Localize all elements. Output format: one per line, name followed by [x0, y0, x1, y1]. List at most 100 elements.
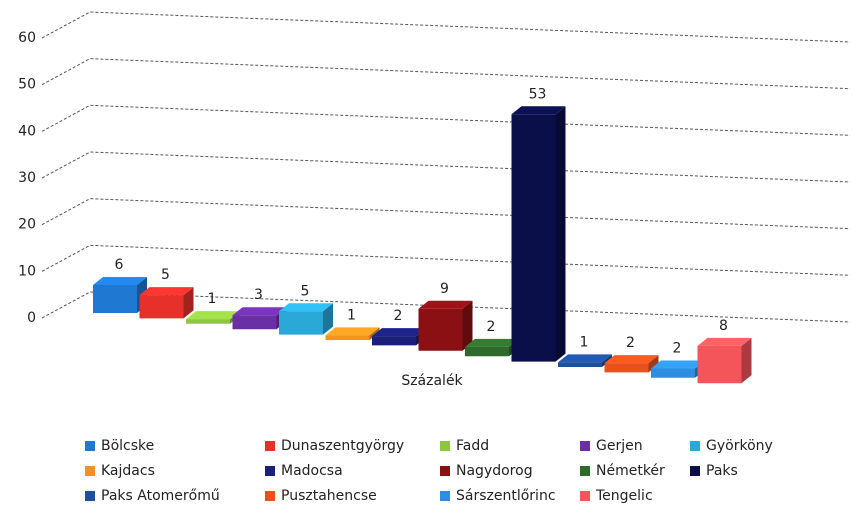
bar [697, 337, 752, 384]
legend-swatch [265, 466, 275, 476]
bar-face [418, 308, 463, 351]
legend-label: Bölcske [101, 438, 154, 454]
y-tick-label: 40 [18, 123, 36, 139]
data-label: 2 [626, 335, 635, 351]
bar-face [651, 368, 695, 378]
bar-face [648, 355, 659, 373]
legend-label: Németkér [596, 463, 665, 479]
bar [418, 300, 473, 351]
bar-face [465, 338, 519, 347]
x-tick-label: Százalék [401, 373, 463, 389]
legend-label: Paks Atomerőmű [101, 488, 220, 504]
grid-line [41, 104, 851, 136]
data-label: 1 [580, 334, 589, 350]
bar-face [232, 307, 287, 316]
legend-swatch [265, 441, 275, 451]
legend-swatch [440, 491, 450, 501]
legend-swatch [440, 441, 450, 451]
legend-swatch [85, 441, 95, 451]
bar [604, 355, 659, 373]
bar-face [93, 277, 147, 285]
bar-face [697, 337, 752, 346]
legend-swatch [580, 466, 590, 476]
legend-label: Tengelic [595, 488, 653, 504]
bar [465, 338, 519, 357]
bar [325, 327, 380, 340]
data-label: 1 [208, 291, 217, 307]
y-tick-label: 30 [18, 170, 36, 186]
grid-line [41, 291, 851, 323]
bar-face [139, 287, 194, 296]
grid-line [41, 11, 851, 43]
bar-face [372, 336, 416, 346]
y-tick-label: 0 [27, 310, 36, 326]
bar [511, 106, 566, 362]
data-label: 8 [719, 318, 728, 334]
data-label: 2 [394, 308, 403, 324]
grid-line [41, 151, 851, 183]
y-tick-label: 10 [18, 263, 36, 279]
y-tick-label: 60 [18, 30, 36, 46]
data-label: 3 [254, 287, 263, 303]
bar-face [604, 363, 649, 373]
legend-swatch [265, 491, 275, 501]
bar-face [418, 300, 473, 309]
bar [139, 287, 194, 319]
grid-line [41, 198, 851, 230]
bar-face [741, 337, 752, 384]
bar [558, 354, 612, 367]
legend-label: Paks [706, 463, 738, 479]
bar-face [93, 285, 137, 313]
legend-swatch [580, 491, 590, 501]
legend-swatch [85, 466, 95, 476]
grid-line [41, 58, 851, 90]
legend-label: Pusztahencse [281, 488, 377, 504]
grid-line [41, 244, 851, 276]
bar-face [511, 114, 556, 362]
legend-label: Dunaszentgyörgy [281, 438, 404, 454]
y-tick-label: 50 [18, 77, 36, 93]
legend-swatch [85, 491, 95, 501]
bar [232, 307, 287, 330]
bar [93, 277, 147, 313]
bar-face [232, 315, 277, 330]
bar-face [604, 355, 659, 364]
bar-face [651, 360, 705, 369]
data-label: 53 [529, 86, 547, 102]
bar-face [325, 327, 380, 336]
data-label: 5 [161, 267, 170, 283]
data-label: 1 [347, 307, 356, 323]
legend-label: Gerjen [596, 438, 643, 454]
bar-face [325, 335, 370, 340]
bar-face [279, 303, 333, 312]
bar-face [186, 311, 240, 320]
bar-face [183, 287, 194, 319]
legend-swatch [690, 441, 700, 451]
bar-face [697, 345, 742, 384]
bar-face [465, 346, 509, 357]
bar [372, 328, 426, 346]
y-tick-label: 20 [18, 217, 36, 233]
bar-face [558, 362, 602, 367]
legend-label: Kajdacs [101, 463, 155, 479]
data-label: 5 [301, 283, 310, 299]
bar-face [139, 295, 184, 319]
legend-swatch [690, 466, 700, 476]
bar-face [279, 311, 323, 335]
bar-face [323, 303, 333, 335]
bar-face [462, 300, 473, 351]
legend-label: Györköny [706, 438, 773, 454]
bar [651, 360, 705, 378]
bar-face [555, 106, 566, 362]
bar-face [511, 106, 566, 115]
legend-label: Sárszentlőrinc [456, 488, 556, 504]
data-label: 2 [487, 319, 496, 335]
legend-swatch [440, 466, 450, 476]
data-label: 2 [673, 340, 682, 356]
bar-face [558, 354, 612, 363]
bar-face [372, 328, 426, 337]
legend-label: Nagydorog [456, 463, 533, 479]
bar [186, 311, 240, 324]
bar [279, 303, 333, 335]
legend-label: Madocsa [281, 463, 343, 479]
